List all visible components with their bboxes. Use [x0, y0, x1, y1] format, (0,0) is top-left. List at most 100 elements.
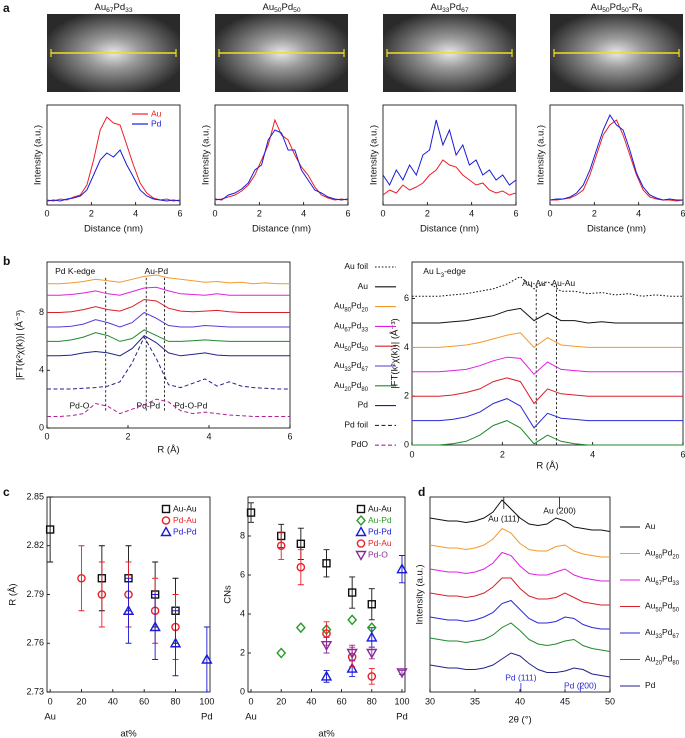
marker	[355, 550, 367, 561]
x-tick-label: 2	[425, 208, 430, 218]
line-series	[412, 356, 683, 375]
marker	[77, 573, 86, 583]
reference-label: Au (111)	[488, 513, 520, 523]
x-tick-label: 40	[515, 696, 525, 706]
plot-frame	[214, 104, 349, 206]
x-tick-label: 0	[44, 208, 49, 218]
reference-label: Pd (111)	[505, 672, 537, 682]
x-end-label: Pd	[396, 712, 408, 723]
x-tick-label: 0	[409, 449, 414, 459]
error-bar	[172, 610, 179, 677]
legend-label: Pd-Au	[368, 538, 392, 548]
annotation: Au-Au	[522, 278, 546, 288]
x-axis-label: Distance (nm)	[84, 224, 143, 235]
plot-frame	[549, 104, 684, 206]
y-tick-label: 2.73	[26, 686, 44, 696]
x-tick-label: 100	[394, 696, 409, 706]
error-bar	[248, 502, 255, 523]
marker	[295, 622, 306, 634]
line-series	[214, 118, 349, 201]
line-series	[429, 551, 610, 582]
marker	[161, 504, 171, 514]
panel-label: a	[3, 1, 10, 15]
y-axis-label: |FT(k²χ(k))| (Å⁻³)	[15, 310, 26, 380]
legend-label: Au	[645, 521, 656, 531]
y-tick-label: 2.85	[26, 491, 44, 501]
y-tick-label: 0	[39, 422, 44, 432]
marker	[346, 648, 358, 659]
line-series	[47, 298, 290, 313]
marker	[396, 563, 408, 574]
x-tick-label: 6	[680, 449, 685, 459]
legend-label: Au67Pd33	[645, 574, 680, 586]
marker	[160, 526, 172, 537]
legend-label: Pd-Au	[173, 515, 197, 525]
legend-label: Au-Au	[368, 503, 392, 513]
marker	[320, 670, 333, 681]
x-axis-label: 2θ (°)	[508, 715, 531, 726]
error-bar	[278, 531, 285, 560]
y-tick-label: 0	[240, 686, 245, 696]
panel-label: d	[418, 485, 425, 499]
line-series	[46, 149, 181, 202]
x-axis-label: Distance (nm)	[252, 224, 311, 235]
x-tick-label: 60	[337, 696, 347, 706]
legend-label: PdO	[351, 439, 368, 449]
marker	[322, 559, 331, 568]
x-tick-label: 4	[206, 431, 211, 441]
x-tick-label: 4	[636, 208, 641, 218]
y-tick-label: 4	[240, 608, 245, 618]
error-bar	[78, 545, 85, 612]
legend-label: Pd	[358, 400, 369, 410]
error-bar	[203, 626, 210, 693]
y-tick-label: 6	[404, 293, 409, 303]
image-title: Au50Pd50	[262, 2, 300, 15]
error-bar	[368, 588, 375, 621]
x-tick-label: 20	[276, 696, 286, 706]
panel-label: b	[3, 254, 10, 268]
line-series	[47, 274, 290, 285]
x-tick-label: 45	[560, 696, 570, 706]
marker	[356, 514, 366, 527]
image-title: Au50Pd50-R6	[591, 2, 643, 15]
y-tick-label: 2.82	[26, 540, 44, 550]
marker	[366, 648, 378, 659]
x-tick-label: 6	[177, 208, 182, 218]
x-axis-label: Distance (nm)	[587, 224, 646, 235]
error-bar	[349, 576, 356, 609]
line-series	[214, 129, 349, 201]
x-tick-label: 0	[547, 208, 552, 218]
x-tick-label: 0	[380, 208, 385, 218]
legend-label: Pd foil	[344, 420, 368, 430]
marker	[367, 672, 377, 681]
x-tick-label: 6	[287, 431, 292, 441]
x-tick-label: 2	[89, 208, 94, 218]
y-tick-label: 2.76	[26, 638, 44, 648]
marker	[45, 525, 55, 534]
legend-label: Au-Au	[173, 503, 197, 513]
error-bar	[125, 577, 132, 644]
line-series	[47, 334, 290, 357]
error-bar	[152, 594, 159, 660]
error-bar	[297, 549, 304, 586]
y-tick-label: 2	[240, 647, 245, 657]
line-series	[550, 119, 684, 202]
line-series	[412, 307, 683, 324]
line-series	[429, 527, 610, 558]
marker	[346, 662, 358, 673]
x-axis-label: R (Å)	[157, 445, 179, 456]
x-tick-label: 0	[249, 696, 254, 706]
x-tick-label: 2	[500, 449, 505, 459]
x-axis-label: R (Å)	[536, 461, 558, 472]
legend-label: Pd	[645, 680, 656, 690]
x-tick-label: 2	[257, 208, 262, 218]
y-tick-label: 4	[39, 365, 44, 375]
line-series	[549, 113, 683, 201]
x-tick-label: 6	[513, 208, 518, 218]
line-series	[47, 311, 290, 328]
x-tick-label: 20	[76, 696, 86, 706]
annotation: Pd-O	[69, 401, 89, 411]
x-tick-label: 40	[306, 696, 316, 706]
x-tick-label: 4	[133, 208, 138, 218]
plot-frame	[411, 261, 684, 446]
